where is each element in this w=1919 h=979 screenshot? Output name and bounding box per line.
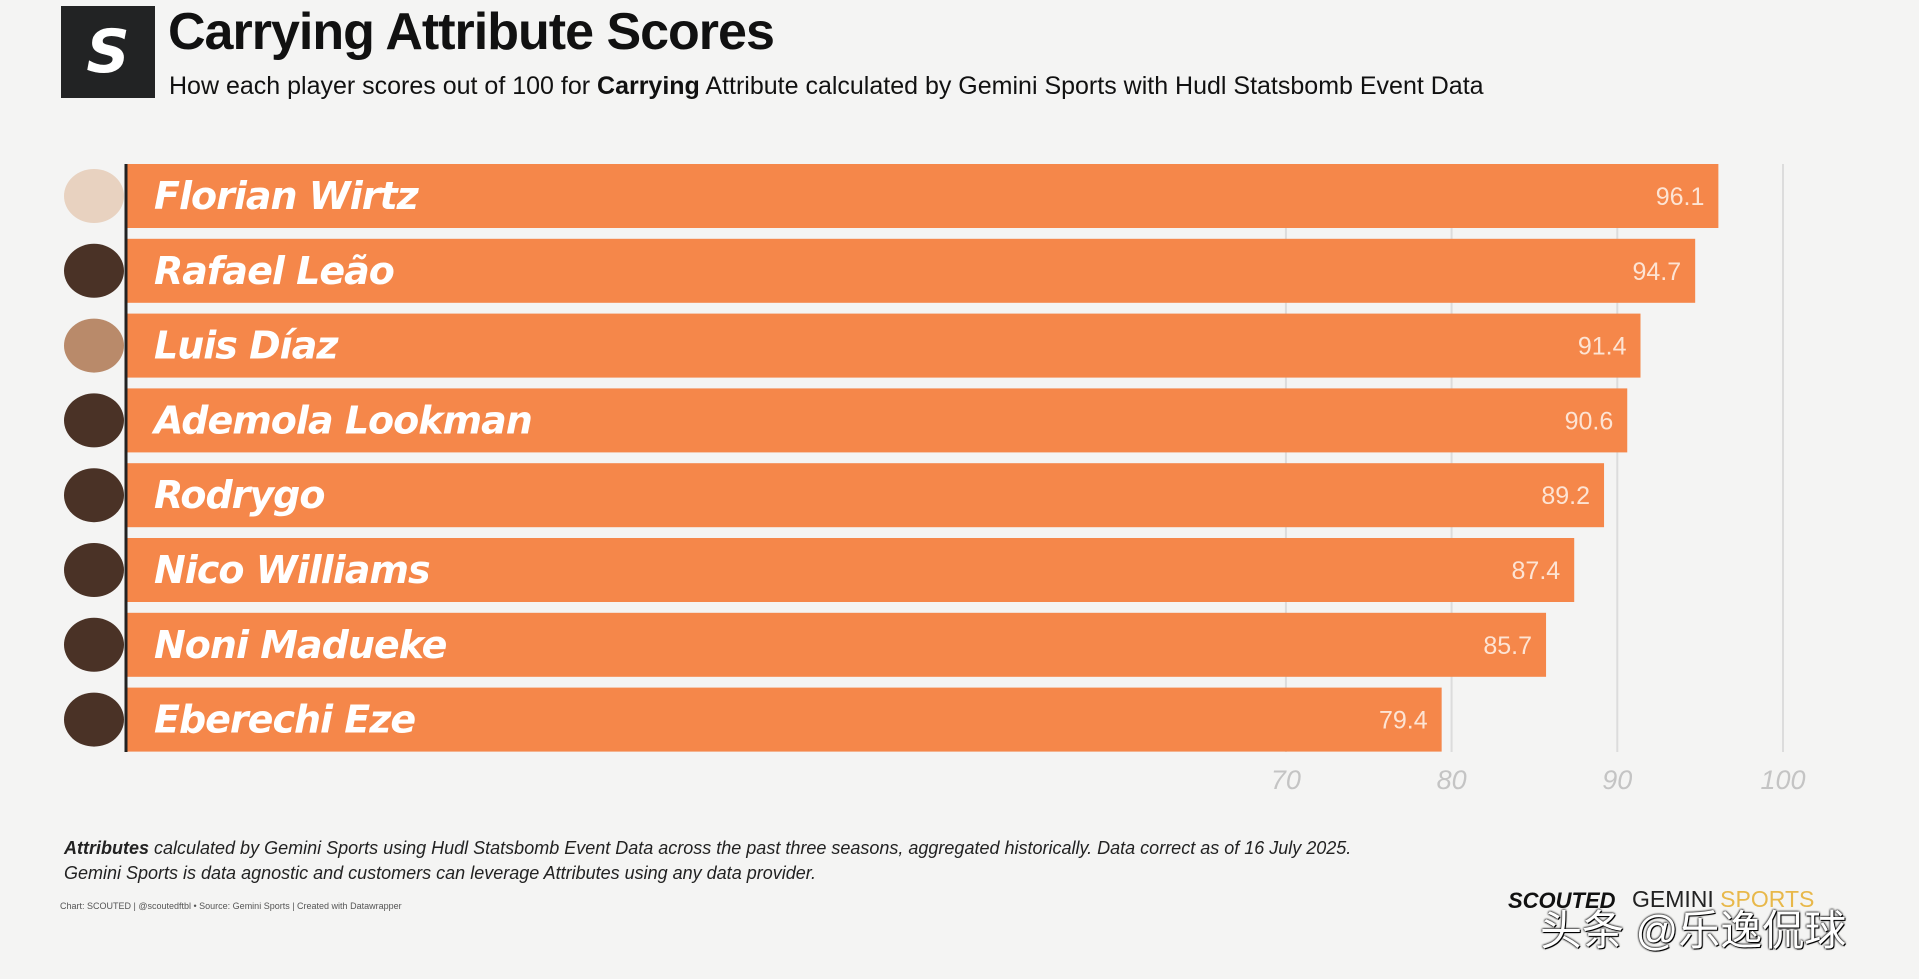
player-face-icon: [64, 543, 124, 597]
bar-label: Ademola Lookman: [151, 398, 532, 442]
bar-label: Luis Díaz: [154, 324, 339, 368]
value-label: 94.7: [1633, 258, 1682, 286]
bar-label: Noni Madueke: [154, 623, 447, 667]
scouted-logo: S: [61, 6, 155, 98]
player-face-icon: [64, 692, 124, 747]
value-label: 79.4: [1379, 707, 1428, 735]
player-avatar: [64, 468, 124, 523]
bar-label: Rodrygo: [154, 473, 325, 517]
gemini-sports-logo: GEMINI SPORTS: [1632, 886, 1815, 912]
bar-label: Rafael Leão: [154, 249, 394, 293]
bar: [126, 687, 1442, 752]
value-label: 90.6: [1565, 407, 1614, 435]
x-tick-label: 100: [1760, 765, 1805, 795]
x-tick-label: 70: [1271, 765, 1301, 795]
watermark: 头条 @乐逸侃球: [1540, 907, 1847, 954]
x-tick-label: 80: [1437, 765, 1467, 795]
value-label: 96.1: [1656, 183, 1705, 211]
value-label: 87.4: [1512, 557, 1561, 585]
player-face-icon: [64, 393, 124, 448]
player-face-icon: [64, 243, 124, 298]
player-avatar: [64, 318, 124, 373]
bar: [126, 538, 1575, 602]
player-face-icon: [64, 169, 124, 223]
x-tick-label: 90: [1602, 765, 1632, 795]
player-face-icon: [64, 617, 124, 672]
credits: Chart: SCOUTED | @scoutedftbl • Source: …: [60, 901, 402, 911]
value-label: 91.4: [1578, 333, 1627, 361]
bar: [126, 313, 1641, 378]
bar-label: Eberechi Eze: [154, 698, 415, 742]
player-face-icon: [64, 468, 124, 523]
bar: [126, 164, 1719, 228]
footnote: Attributes calculated by Gemini Sports u…: [64, 838, 1352, 883]
bar-label: Florian Wirtz: [154, 174, 420, 218]
player-avatar: [64, 543, 124, 597]
bar: [126, 388, 1628, 453]
player-face-icon: [64, 318, 124, 373]
bar: [126, 612, 1547, 677]
player-avatar: [64, 243, 124, 298]
bar: [126, 238, 1696, 303]
player-avatar: [64, 169, 124, 223]
chart-subtitle: How each player scores out of 100 for Ca…: [169, 72, 1484, 100]
value-label: 89.2: [1541, 482, 1590, 510]
bar-chart: 70 80 90 100 Florian Wirtz 96.1 Rafael Leão 94.…: [64, 164, 1806, 795]
scouted-brand-logo: SCOUTED: [1508, 888, 1616, 913]
chart-title: Carrying Attribute Scores: [168, 3, 775, 61]
player-avatar: [64, 393, 124, 448]
player-avatar: [64, 617, 124, 672]
value-label: 85.7: [1483, 632, 1532, 660]
bar-label: Nico Williams: [154, 548, 430, 592]
bar: [126, 463, 1605, 528]
player-avatar: [64, 692, 124, 747]
